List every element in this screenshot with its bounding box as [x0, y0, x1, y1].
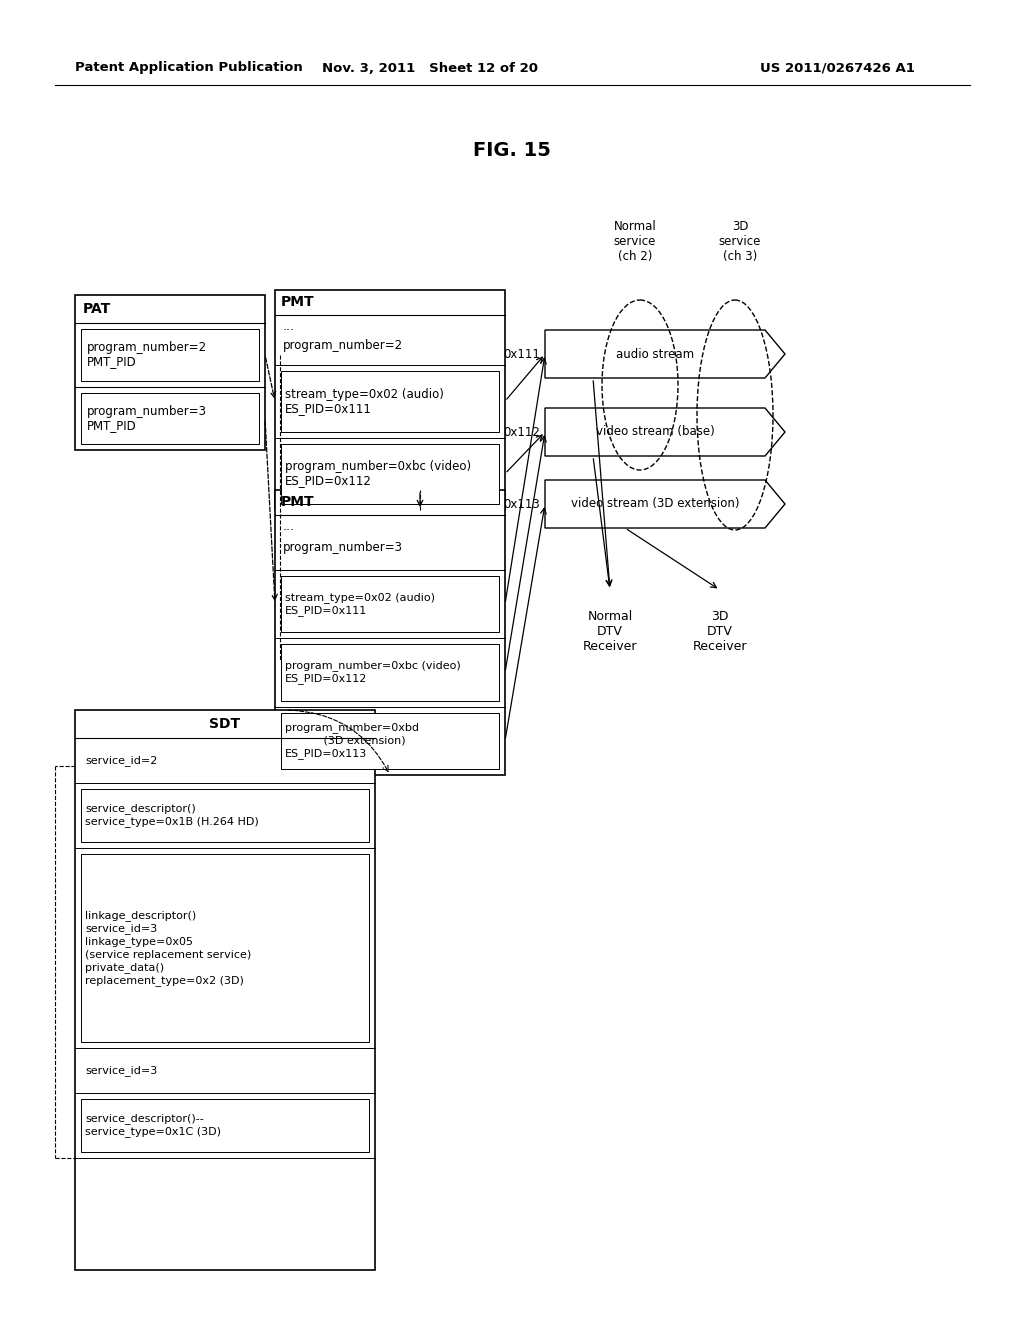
Text: service_descriptor(): service_descriptor() [85, 804, 196, 814]
Text: PMT: PMT [281, 495, 314, 510]
Text: ...: ... [283, 520, 295, 533]
Text: PAT: PAT [83, 302, 112, 315]
Text: program_number=0xbd: program_number=0xbd [285, 722, 419, 734]
Text: service_descriptor()--: service_descriptor()-- [85, 1114, 204, 1125]
Text: service_id=3: service_id=3 [85, 1065, 158, 1076]
Text: ES_PID=0x113: ES_PID=0x113 [285, 748, 368, 759]
Text: ES_PID=0x112: ES_PID=0x112 [285, 474, 372, 487]
Text: stream_type=0x02 (audio): stream_type=0x02 (audio) [285, 388, 443, 401]
Bar [81, 789, 369, 842]
Text: service_type=0x1C (3D): service_type=0x1C (3D) [85, 1126, 221, 1138]
Text: program_number=3: program_number=3 [283, 540, 403, 553]
Text: (service replacement service): (service replacement service) [85, 949, 251, 960]
Text: FIG. 15: FIG. 15 [473, 140, 551, 160]
Text: ES_PID=0x112: ES_PID=0x112 [285, 673, 368, 685]
Text: 0x111: 0x111 [503, 347, 540, 360]
Text: Normal
service
(ch 2): Normal service (ch 2) [613, 220, 656, 263]
Text: replacement_type=0x2 (3D): replacement_type=0x2 (3D) [85, 975, 244, 986]
Bar [281, 371, 499, 432]
Text: 3D
DTV
Receiver: 3D DTV Receiver [693, 610, 748, 653]
Bar [75, 294, 265, 450]
Text: linkage_descriptor(): linkage_descriptor() [85, 909, 197, 921]
Text: ES_PID=0x111: ES_PID=0x111 [285, 605, 368, 616]
Bar [281, 576, 499, 632]
Text: 0x112: 0x112 [503, 425, 540, 438]
Polygon shape [545, 408, 785, 455]
Bar [281, 644, 499, 701]
Bar [275, 290, 505, 510]
Text: PMT_PID: PMT_PID [87, 418, 137, 432]
Bar [275, 490, 505, 775]
Text: stream_type=0x02 (audio): stream_type=0x02 (audio) [285, 593, 435, 603]
Text: video stream (base): video stream (base) [596, 425, 715, 438]
Text: service_id=2: service_id=2 [85, 755, 158, 766]
Text: program_number=2: program_number=2 [283, 338, 403, 351]
Bar [281, 713, 499, 770]
Text: 3D
service
(ch 3): 3D service (ch 3) [719, 220, 761, 263]
Bar [75, 710, 375, 1270]
Text: program_number=0xbc (video): program_number=0xbc (video) [285, 461, 471, 474]
Polygon shape [545, 330, 785, 378]
Text: linkage_type=0x05: linkage_type=0x05 [85, 936, 193, 946]
Text: service_type=0x1B (H.264 HD): service_type=0x1B (H.264 HD) [85, 817, 259, 828]
Text: PMT: PMT [281, 296, 314, 309]
Bar [81, 1100, 369, 1152]
Text: US 2011/0267426 A1: US 2011/0267426 A1 [760, 62, 914, 74]
Bar [81, 329, 259, 380]
Text: ...: ... [283, 321, 295, 334]
Text: video stream (3D extension): video stream (3D extension) [570, 498, 739, 511]
Text: SDT: SDT [210, 717, 241, 731]
Text: 0x113: 0x113 [503, 498, 540, 511]
Text: Nov. 3, 2011   Sheet 12 of 20: Nov. 3, 2011 Sheet 12 of 20 [322, 62, 538, 74]
Text: program_number=2: program_number=2 [87, 342, 207, 354]
Bar [81, 392, 259, 444]
Text: Patent Application Publication: Patent Application Publication [75, 62, 303, 74]
Text: (3D extension): (3D extension) [285, 735, 406, 746]
Text: PMT_PID: PMT_PID [87, 355, 137, 368]
Text: program_number=3: program_number=3 [87, 405, 207, 417]
Text: Normal
DTV
Receiver: Normal DTV Receiver [583, 610, 637, 653]
Text: ES_PID=0x111: ES_PID=0x111 [285, 401, 372, 414]
Polygon shape [545, 480, 785, 528]
Text: private_data(): private_data() [85, 962, 164, 973]
Text: audio stream: audio stream [616, 347, 694, 360]
Text: program_number=0xbc (video): program_number=0xbc (video) [285, 660, 461, 672]
Bar [281, 444, 499, 504]
Text: service_id=3: service_id=3 [85, 923, 158, 935]
Bar [81, 854, 369, 1041]
